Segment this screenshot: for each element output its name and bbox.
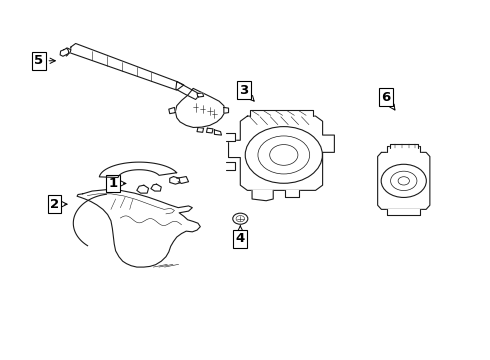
Text: 3: 3 [240,84,254,101]
Polygon shape [226,132,235,141]
Text: 1: 1 [109,177,126,190]
Polygon shape [224,107,228,113]
Text: 2: 2 [50,198,67,211]
Polygon shape [387,146,420,152]
Polygon shape [77,190,200,267]
Circle shape [233,213,248,224]
Text: 6: 6 [382,91,395,110]
Polygon shape [215,130,221,135]
Polygon shape [250,110,313,116]
Polygon shape [197,93,204,97]
Polygon shape [378,152,430,210]
Polygon shape [177,176,189,184]
Polygon shape [70,44,184,90]
Text: 5: 5 [34,54,55,67]
Polygon shape [390,144,417,148]
Polygon shape [206,128,213,133]
Polygon shape [170,176,180,184]
Polygon shape [176,81,200,99]
Circle shape [381,164,426,197]
Polygon shape [60,48,71,56]
Polygon shape [285,190,299,197]
Polygon shape [228,116,334,190]
Text: 4: 4 [236,226,245,245]
Polygon shape [387,210,420,215]
Polygon shape [197,127,204,132]
Polygon shape [175,89,225,127]
Polygon shape [169,107,175,114]
Polygon shape [99,162,177,177]
Polygon shape [252,190,273,201]
Polygon shape [226,162,235,170]
Polygon shape [151,184,161,191]
Polygon shape [137,185,148,193]
